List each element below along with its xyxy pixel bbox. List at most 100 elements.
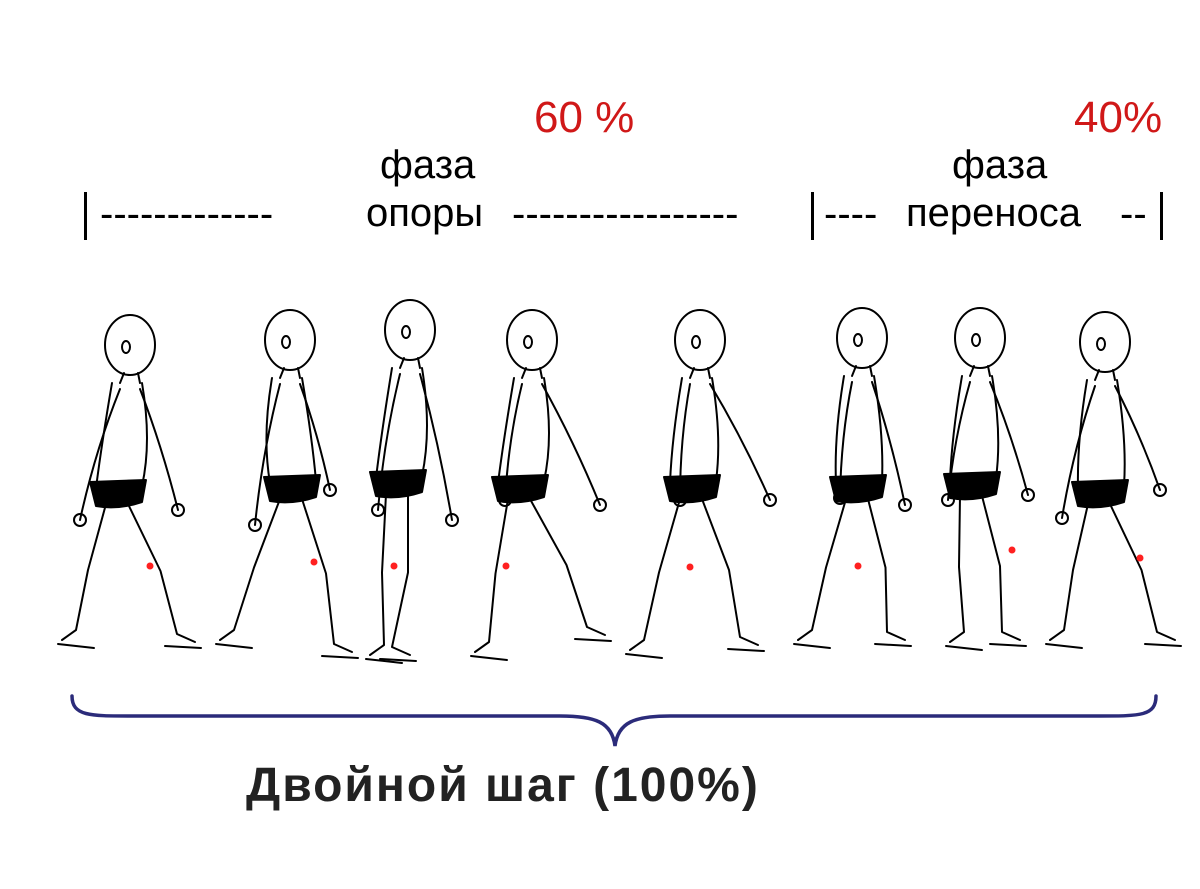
- swing-phase-label: переноса: [906, 191, 1081, 235]
- hand: [171, 503, 185, 517]
- ear: [1096, 337, 1106, 351]
- leg-back: [797, 498, 847, 641]
- neck: [707, 367, 711, 379]
- swing-phase-percent: 40%: [1074, 93, 1163, 142]
- briefs: [369, 469, 427, 499]
- neck: [119, 372, 125, 384]
- knee-joint-marker-icon: [1008, 546, 1016, 554]
- foot: [164, 645, 202, 649]
- support-phase-dashes-left: -------------: [100, 192, 274, 236]
- foot: [793, 643, 831, 649]
- support-phase-label: опоры: [366, 191, 484, 235]
- ear: [523, 335, 533, 349]
- knee-joint-marker-icon: [390, 562, 398, 570]
- neck: [969, 365, 975, 377]
- torso-front: [991, 375, 1000, 479]
- foot: [365, 658, 403, 664]
- leg-back: [219, 498, 281, 641]
- leg-front: [701, 498, 759, 646]
- torso-front: [301, 377, 317, 482]
- neck: [987, 365, 991, 377]
- neck: [399, 357, 405, 369]
- briefs: [943, 471, 1001, 501]
- hand: [498, 493, 512, 507]
- neck: [1112, 369, 1116, 381]
- arm-front: [1114, 385, 1161, 491]
- ear: [853, 333, 863, 347]
- hand: [445, 513, 459, 527]
- foot: [321, 655, 359, 659]
- neck: [279, 367, 285, 379]
- hand: [941, 493, 955, 507]
- torso-back: [834, 375, 845, 484]
- knee-joint-marker-icon: [1136, 554, 1144, 562]
- briefs: [89, 479, 147, 509]
- neck: [297, 367, 301, 379]
- swing-phase-dashes-left: ----: [824, 192, 878, 236]
- foot: [874, 643, 912, 647]
- leg-front: [867, 498, 906, 641]
- foot: [945, 645, 983, 651]
- arm-front: [299, 383, 331, 491]
- hand: [763, 493, 777, 507]
- swing-phase-word: фаза: [952, 143, 1048, 187]
- knee-joint-marker-icon: [502, 562, 510, 570]
- foot: [574, 638, 612, 642]
- arm-back: [947, 381, 971, 501]
- foot: [989, 643, 1027, 647]
- foot: [379, 658, 417, 662]
- leg-front: [391, 493, 411, 656]
- ear: [971, 333, 981, 347]
- arm-front: [541, 383, 601, 506]
- neck: [539, 367, 543, 379]
- neck: [521, 367, 527, 379]
- arm-front: [139, 388, 179, 511]
- arm-front: [871, 381, 906, 506]
- ear: [281, 335, 291, 349]
- leg-back: [474, 498, 509, 653]
- arm-back: [1061, 385, 1096, 519]
- torso-front: [421, 367, 428, 477]
- double-step-label: Двойной шаг (100%): [246, 759, 760, 812]
- hand: [1153, 483, 1167, 497]
- neck: [1094, 369, 1100, 381]
- leg-front: [127, 503, 196, 643]
- arm-front: [709, 383, 771, 501]
- torso-back: [497, 377, 515, 484]
- support-phase-dashes-right: -----------------: [512, 192, 739, 236]
- leg-back: [369, 493, 387, 656]
- ear: [691, 335, 701, 349]
- hand: [371, 503, 385, 517]
- arm-front: [419, 373, 453, 521]
- support-phase-word: фаза: [380, 143, 476, 187]
- briefs: [1071, 479, 1129, 509]
- swing-phase-dashes-right: --: [1120, 192, 1147, 236]
- ear: [121, 340, 131, 354]
- torso-back: [375, 367, 393, 479]
- ear: [401, 325, 411, 339]
- foot: [470, 655, 508, 661]
- leg-back: [949, 495, 965, 643]
- neck: [851, 365, 857, 377]
- foot: [1144, 643, 1182, 647]
- swing-phase-end-bar: [1160, 192, 1163, 240]
- support-phase-percent: 60 %: [534, 93, 635, 142]
- hand: [73, 513, 87, 527]
- walking-child-figure-icon: [365, 299, 459, 664]
- briefs: [829, 474, 887, 504]
- walking-child-figure-icon: [57, 314, 202, 649]
- briefs: [491, 474, 549, 504]
- torso-front: [141, 382, 148, 487]
- phase-divider-bar: [811, 192, 814, 240]
- arm-back: [79, 388, 121, 521]
- walking-child-figure-icon: [215, 309, 359, 659]
- arm-back: [839, 381, 853, 499]
- knee-joint-marker-icon: [686, 563, 694, 571]
- neck: [137, 372, 141, 384]
- knee-joint-marker-icon: [854, 562, 862, 570]
- arm-front: [989, 381, 1029, 496]
- arm-back: [679, 383, 691, 501]
- walking-child-figure-icon: [625, 309, 777, 659]
